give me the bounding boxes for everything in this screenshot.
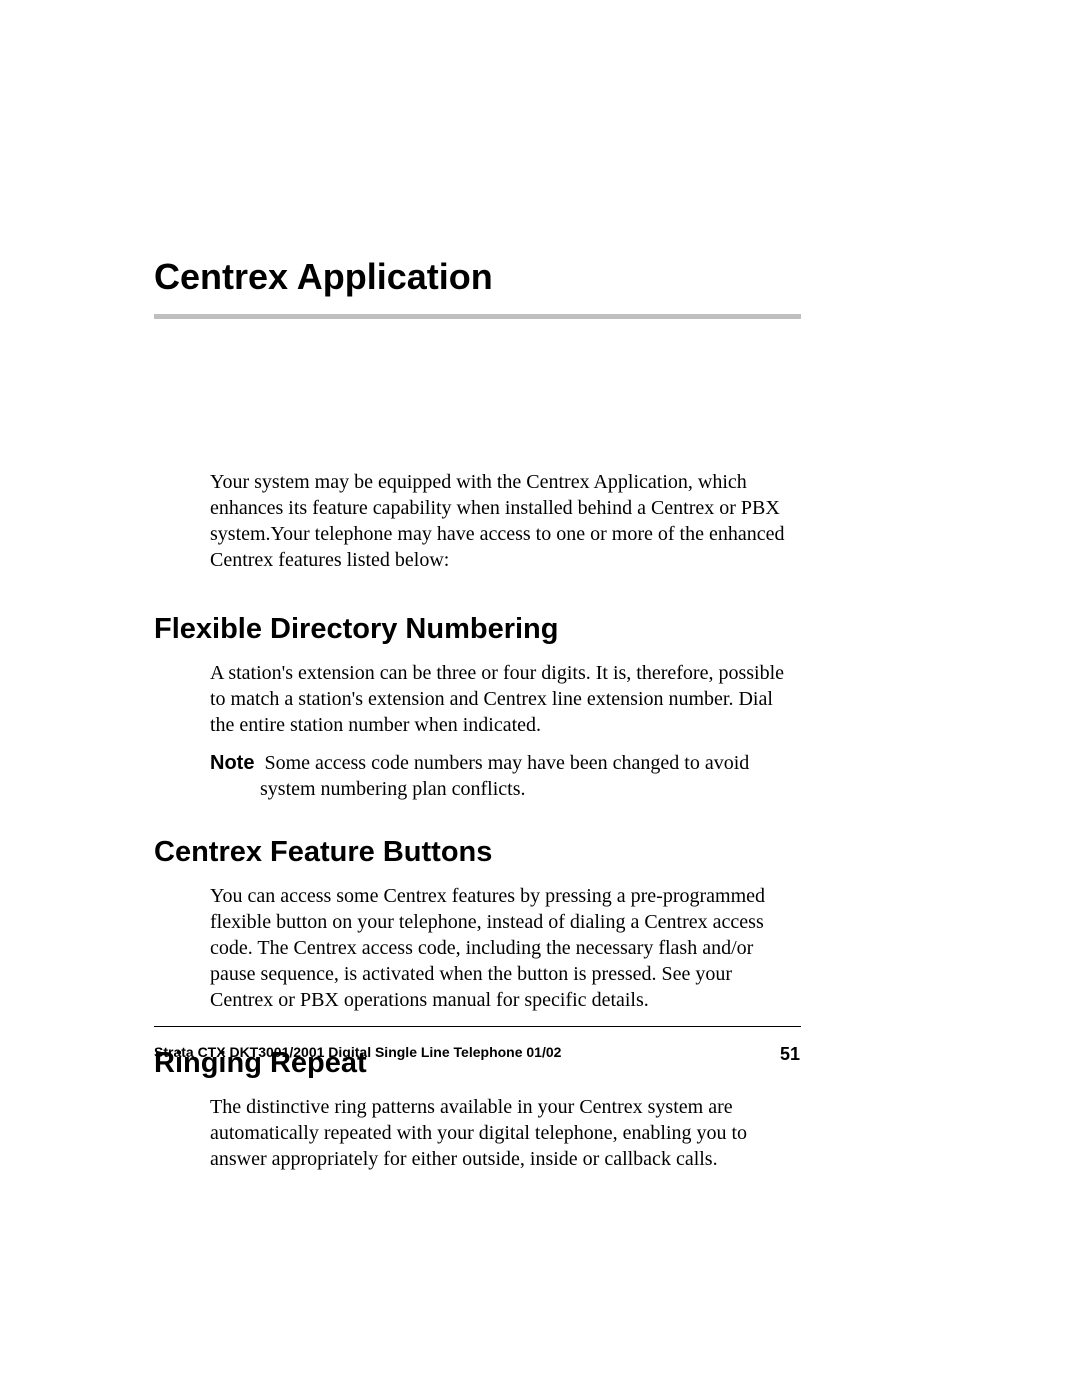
section-title-flexible: Flexible Directory Numbering xyxy=(154,613,926,646)
note-block: Note Some access code numbers may have b… xyxy=(210,750,800,802)
chapter-title: Centrex Application xyxy=(154,256,926,298)
footer: Strata CTX DKT3001/2001 Digital Single L… xyxy=(154,1044,800,1062)
section-body-ringing: The distinctive ring patterns available … xyxy=(210,1094,800,1172)
note-text: Some access code numbers may have been c… xyxy=(260,752,749,800)
footer-rule xyxy=(154,1026,801,1027)
footer-text: Strata CTX DKT3001/2001 Digital Single L… xyxy=(154,1044,561,1060)
section-body-buttons: You can access some Centrex features by … xyxy=(210,883,800,1013)
section-title-buttons: Centrex Feature Buttons xyxy=(154,836,926,869)
note-label: Note xyxy=(210,752,254,774)
section-body-flexible: A station's extension can be three or fo… xyxy=(210,660,800,738)
chapter-title-rule xyxy=(154,314,801,319)
footer-page-number: 51 xyxy=(780,1044,800,1065)
intro-paragraph: Your system may be equipped with the Cen… xyxy=(210,469,800,573)
document-page: Centrex Application Your system may be e… xyxy=(0,0,1080,1397)
